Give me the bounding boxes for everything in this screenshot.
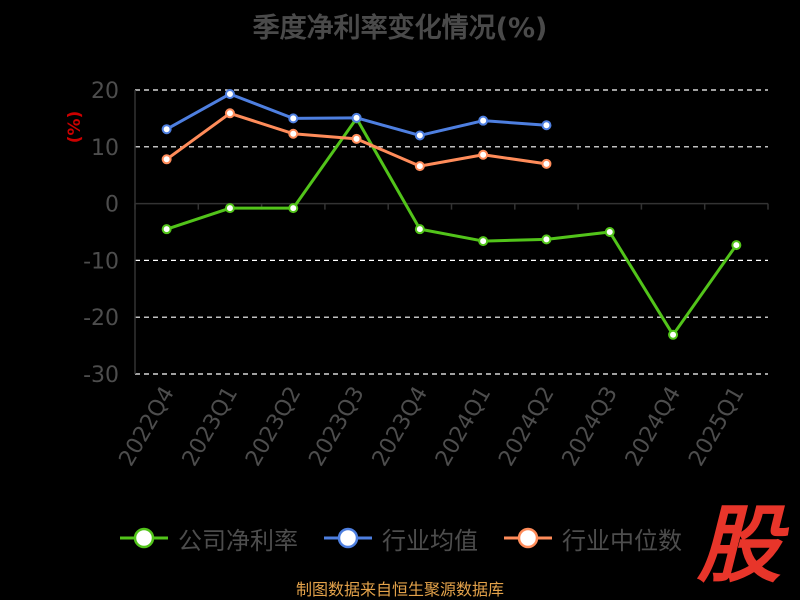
x-tick-label: 2023Q1	[178, 383, 243, 471]
data-point-industry-median[interactable]	[478, 149, 489, 160]
legend-item-industry-median[interactable]: 行业中位数	[502, 521, 682, 556]
legend-marker-industry-avg	[324, 527, 372, 549]
x-tick-label: 2025Q1	[684, 383, 749, 471]
x-tick-label: 2024Q2	[494, 383, 559, 471]
data-point-company[interactable]	[541, 234, 552, 245]
data-point-company[interactable]	[414, 224, 425, 235]
data-point-industry-avg[interactable]	[161, 124, 172, 135]
data-point-company[interactable]	[668, 329, 679, 340]
data-point-industry-median[interactable]	[224, 108, 235, 119]
series-layer	[161, 88, 742, 340]
data-point-company[interactable]	[161, 224, 172, 235]
data-point-industry-avg[interactable]	[288, 113, 299, 124]
data-point-industry-median[interactable]	[161, 154, 172, 165]
data-point-company[interactable]	[478, 236, 489, 247]
x-tick-label: 2024Q4	[621, 383, 686, 471]
data-point-industry-avg[interactable]	[541, 120, 552, 131]
x-tick-label: 2024Q3	[558, 383, 623, 471]
y-tick-label: 20	[91, 79, 119, 104]
data-source-note: 制图数据来自恒生聚源数据库	[295, 580, 504, 599]
axis-layer: 20100-10-20-302022Q42023Q12023Q22023Q320…	[83, 79, 769, 471]
data-point-company[interactable]	[731, 240, 742, 251]
data-point-industry-avg[interactable]	[224, 88, 235, 99]
data-point-company[interactable]	[224, 203, 235, 214]
y-tick-label: -30	[83, 363, 119, 388]
legend-label-industry-avg: 行业均值	[382, 526, 478, 555]
data-point-industry-median[interactable]	[351, 133, 362, 144]
data-point-company[interactable]	[604, 227, 615, 237]
legend-marker-industry-median	[504, 527, 552, 549]
brand-logo: 股	[696, 496, 781, 594]
series-line-company	[166, 116, 738, 337]
data-point-industry-median[interactable]	[541, 158, 552, 169]
x-tick-label: 2023Q4	[368, 382, 433, 470]
y-tick-label: -20	[83, 306, 119, 331]
legend-item-industry-avg[interactable]: 行业均值	[322, 521, 478, 556]
data-point-industry-avg[interactable]	[478, 115, 489, 126]
data-point-industry-avg[interactable]	[414, 130, 425, 141]
data-point-industry-avg[interactable]	[351, 112, 362, 123]
y-tick-label: 10	[91, 136, 119, 161]
legend: 公司净利率 行业均值 行业中位数	[118, 518, 682, 558]
y-tick-label: -10	[83, 249, 119, 274]
x-tick-label: 2022Q4	[115, 383, 180, 471]
x-tick-label: 2023Q2	[241, 383, 306, 471]
legend-marker-company	[120, 527, 168, 549]
legend-label-company: 公司净利率	[178, 526, 298, 555]
legend-item-company[interactable]: 公司净利率	[118, 521, 298, 556]
x-tick-label: 2023Q3	[304, 383, 369, 471]
chart-title: 季度净利率变化情况(%)	[252, 13, 548, 44]
data-point-industry-median[interactable]	[414, 161, 425, 172]
y-axis-label: (%)	[65, 111, 85, 144]
data-point-company[interactable]	[288, 203, 299, 214]
y-tick-label: 0	[105, 193, 119, 218]
data-point-industry-median[interactable]	[288, 128, 299, 139]
grid-layer	[135, 89, 768, 375]
legend-label-industry-median: 行业中位数	[562, 526, 682, 555]
x-tick-label: 2024Q1	[431, 383, 496, 471]
